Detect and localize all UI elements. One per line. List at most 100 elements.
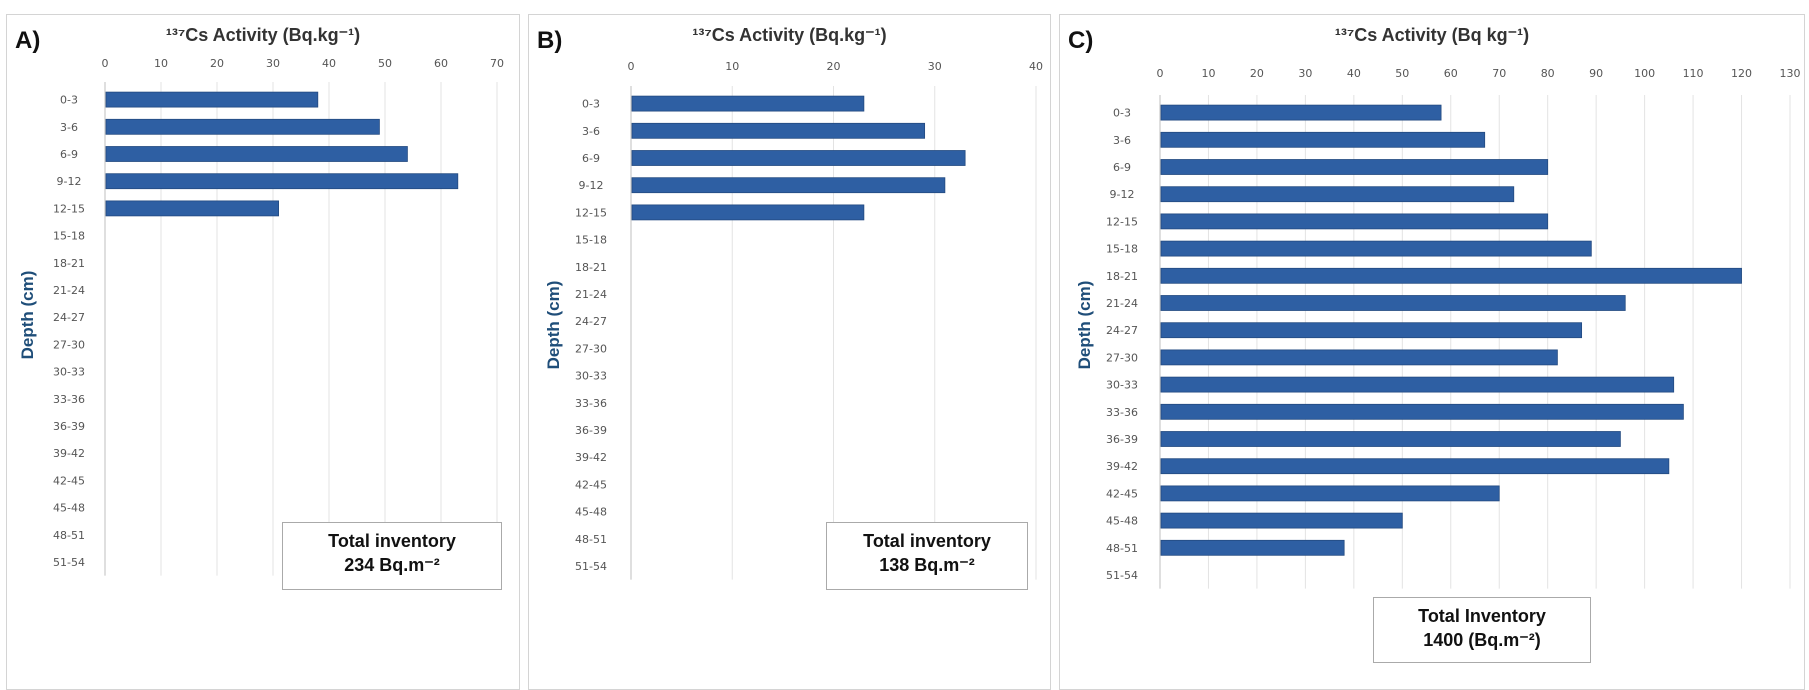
x-tick-label: 130 [1780, 67, 1801, 80]
bar [1160, 186, 1515, 203]
x-tick-label: 90 [1589, 67, 1603, 80]
inventory-value: 138 Bq.m⁻² [879, 555, 975, 575]
y-axis-label: Depth (cm) [18, 271, 37, 360]
bar [1160, 376, 1675, 393]
y-tick-label: 27-30 [53, 338, 85, 351]
bar [631, 122, 926, 139]
x-tick-label: 120 [1731, 67, 1752, 80]
y-tick-label: 12-15 [1106, 215, 1138, 228]
inventory-box: Total inventory 234 Bq.m⁻² [282, 522, 502, 590]
y-tick-label: 45-48 [575, 506, 607, 519]
y-tick-label: 48-51 [575, 533, 607, 546]
bar [631, 177, 946, 194]
y-tick-label: 21-24 [1106, 297, 1138, 310]
y-tick-label: 33-36 [1106, 406, 1138, 419]
y-tick-label: 42-45 [575, 478, 607, 491]
inventory-value: 234 Bq.m⁻² [344, 555, 440, 575]
bar [1160, 104, 1442, 121]
bar-chart-b: 0 10 20 30 40 0-3 3-6 6-9 9-12 12-15 15-18 18-21 21-… [544, 60, 1043, 580]
bar-chart-a: 0 10 20 30 40 50 60 70 0-3 3-6 6-9 9-12 12-15 15-18 18… [18, 57, 504, 576]
x-tick-label: 30 [928, 60, 942, 73]
bar [1160, 295, 1626, 311]
inventory-value: 1400 (Bq.m⁻²) [1423, 630, 1541, 650]
y-tick-label: 9-12 [579, 179, 604, 192]
y-tick-label: 15-18 [575, 234, 607, 247]
y-tick-label: 30-33 [575, 370, 607, 383]
x-tick-label: 20 [210, 57, 224, 70]
x-tick-label: 50 [1395, 67, 1409, 80]
y-tick-label: 18-21 [575, 261, 607, 274]
x-tick-label: 0 [628, 60, 635, 73]
inventory-label: Total inventory [863, 531, 991, 551]
y-tick-label: 21-24 [53, 284, 85, 297]
y-tick-label: 51-54 [575, 560, 607, 573]
y-tick-label: 6-9 [1113, 161, 1131, 174]
chart-title: ¹³⁷Cs Activity (Bq kg⁻¹) [1334, 25, 1530, 45]
y-axis-label: Depth (cm) [544, 281, 563, 370]
y-tick-label: 15-18 [1106, 243, 1138, 256]
x-tick-label: 70 [490, 57, 504, 70]
x-tick-label: 40 [1347, 67, 1361, 80]
x-tick-label: 50 [378, 57, 392, 70]
y-tick-label: 24-27 [53, 311, 85, 324]
y-tick-label: 3-6 [582, 125, 600, 138]
x-tick-label: 10 [1201, 67, 1215, 80]
y-tick-label: 15-18 [53, 230, 85, 243]
x-tick-label: 40 [1029, 60, 1043, 73]
bar [631, 204, 865, 221]
bar [1160, 403, 1684, 420]
y-tick-label: 36-39 [575, 424, 607, 437]
x-tick-label: 20 [827, 60, 841, 73]
y-tick-label: 9-12 [1110, 188, 1135, 201]
y-tick-label: 39-42 [53, 447, 85, 460]
panel-a: A) ¹³⁷Cs Activity (Bq.kg⁻¹) 0 10 20 30 40 50 6… [6, 14, 520, 690]
bar [1160, 431, 1621, 447]
inventory-label: Total Inventory [1418, 606, 1546, 626]
y-tick-label: 18-21 [1106, 270, 1138, 283]
x-tick-label: 60 [434, 57, 448, 70]
bar [631, 95, 865, 112]
x-tick-label: 30 [1298, 67, 1312, 80]
chart-title: ¹³⁷Cs Activity (Bq.kg⁻¹) [165, 25, 361, 45]
y-tick-label: 42-45 [53, 474, 85, 487]
x-tick-label: 60 [1444, 67, 1458, 80]
bar [105, 118, 380, 135]
y-tick-label: 33-36 [53, 393, 85, 406]
y-tick-label: 0-3 [582, 98, 600, 111]
y-axis-label: Depth (cm) [1075, 281, 1094, 370]
bar [1160, 539, 1345, 556]
panel-label: B) [537, 27, 563, 54]
panel-label: C) [1068, 27, 1094, 54]
bar [1160, 159, 1549, 175]
y-tick-label: 45-48 [53, 502, 85, 515]
x-tick-label: 30 [266, 57, 280, 70]
inventory-box: Total inventory 138 Bq.m⁻² [826, 522, 1028, 590]
y-tick-label: 42-45 [1106, 487, 1138, 500]
bar [105, 200, 280, 217]
y-tick-label: 36-39 [1106, 433, 1138, 446]
y-tick-label: 12-15 [53, 202, 85, 215]
bar [1160, 512, 1403, 529]
panel-c: C) ¹³⁷Cs Activity (Bq kg⁻¹) 0 10 20 30 40 50 6… [1059, 14, 1805, 690]
bar [105, 91, 319, 108]
x-tick-label: 100 [1634, 67, 1655, 80]
panel-label: A) [15, 27, 41, 54]
y-tick-label: 39-42 [1106, 460, 1138, 473]
bar [631, 150, 966, 166]
y-tick-label: 30-33 [53, 366, 85, 379]
y-tick-label: 45-48 [1106, 515, 1138, 528]
bar [1160, 213, 1549, 230]
bar [1160, 322, 1583, 339]
y-tick-label: 9-12 [57, 175, 82, 188]
bar [1160, 267, 1742, 284]
y-tick-label: 18-21 [53, 257, 85, 270]
x-tick-label: 110 [1683, 67, 1704, 80]
x-tick-label: 10 [725, 60, 739, 73]
bar [1160, 458, 1670, 475]
y-tick-label: 27-30 [1106, 351, 1138, 364]
y-tick-label: 39-42 [575, 451, 607, 464]
y-tick-label: 48-51 [53, 529, 85, 542]
y-tick-label: 21-24 [575, 288, 607, 301]
panel-b: B) ¹³⁷Cs Activity (Bq.kg⁻¹) 0 10 20 30 40 0-3… [528, 14, 1051, 690]
y-tick-label: 12-15 [575, 206, 607, 219]
